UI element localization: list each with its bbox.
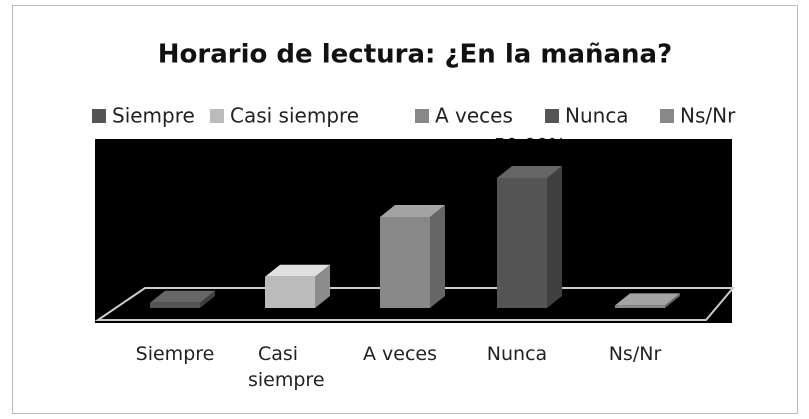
bar-side [547, 166, 562, 308]
x-tick-label: A veces [362, 343, 437, 365]
bar-front [497, 178, 547, 308]
legend-label: Ns/Nr [680, 104, 736, 128]
bar-top [150, 290, 215, 303]
bar-front [615, 305, 665, 308]
bar-top [497, 166, 562, 178]
bar-front [265, 276, 315, 308]
bar-side [315, 264, 330, 308]
bar [265, 264, 330, 308]
bar-top [265, 264, 330, 277]
bar-front [150, 302, 200, 308]
chart-title: Horario de lectura: ¿En la mañana? [158, 40, 672, 70]
legend-label: Casi siempre [230, 104, 359, 128]
x-tick-label: Nunca [486, 343, 548, 365]
legend-label: Nunca [565, 104, 629, 128]
bar [380, 205, 445, 308]
bar [150, 290, 215, 308]
legend-swatch [210, 109, 224, 123]
bar-front [380, 217, 430, 308]
legend-label: A veces [435, 104, 513, 128]
bar-side [665, 293, 680, 308]
bar-side [430, 205, 445, 308]
legend-swatch [92, 109, 106, 123]
floor [94, 287, 736, 321]
bar-top [615, 293, 680, 306]
legend-label: Siempre [112, 104, 195, 128]
bar [615, 293, 680, 308]
x-tick-label: Casi siempre [248, 343, 325, 391]
bar-side [200, 290, 215, 308]
legend-swatch [545, 109, 559, 123]
x-tick-label: Siempre [135, 343, 215, 365]
x-tick-label: Ns/Nr [608, 343, 662, 365]
legend-swatch [660, 109, 674, 123]
legend-swatch [415, 109, 429, 123]
bar-top [380, 205, 445, 217]
bar [497, 166, 562, 308]
